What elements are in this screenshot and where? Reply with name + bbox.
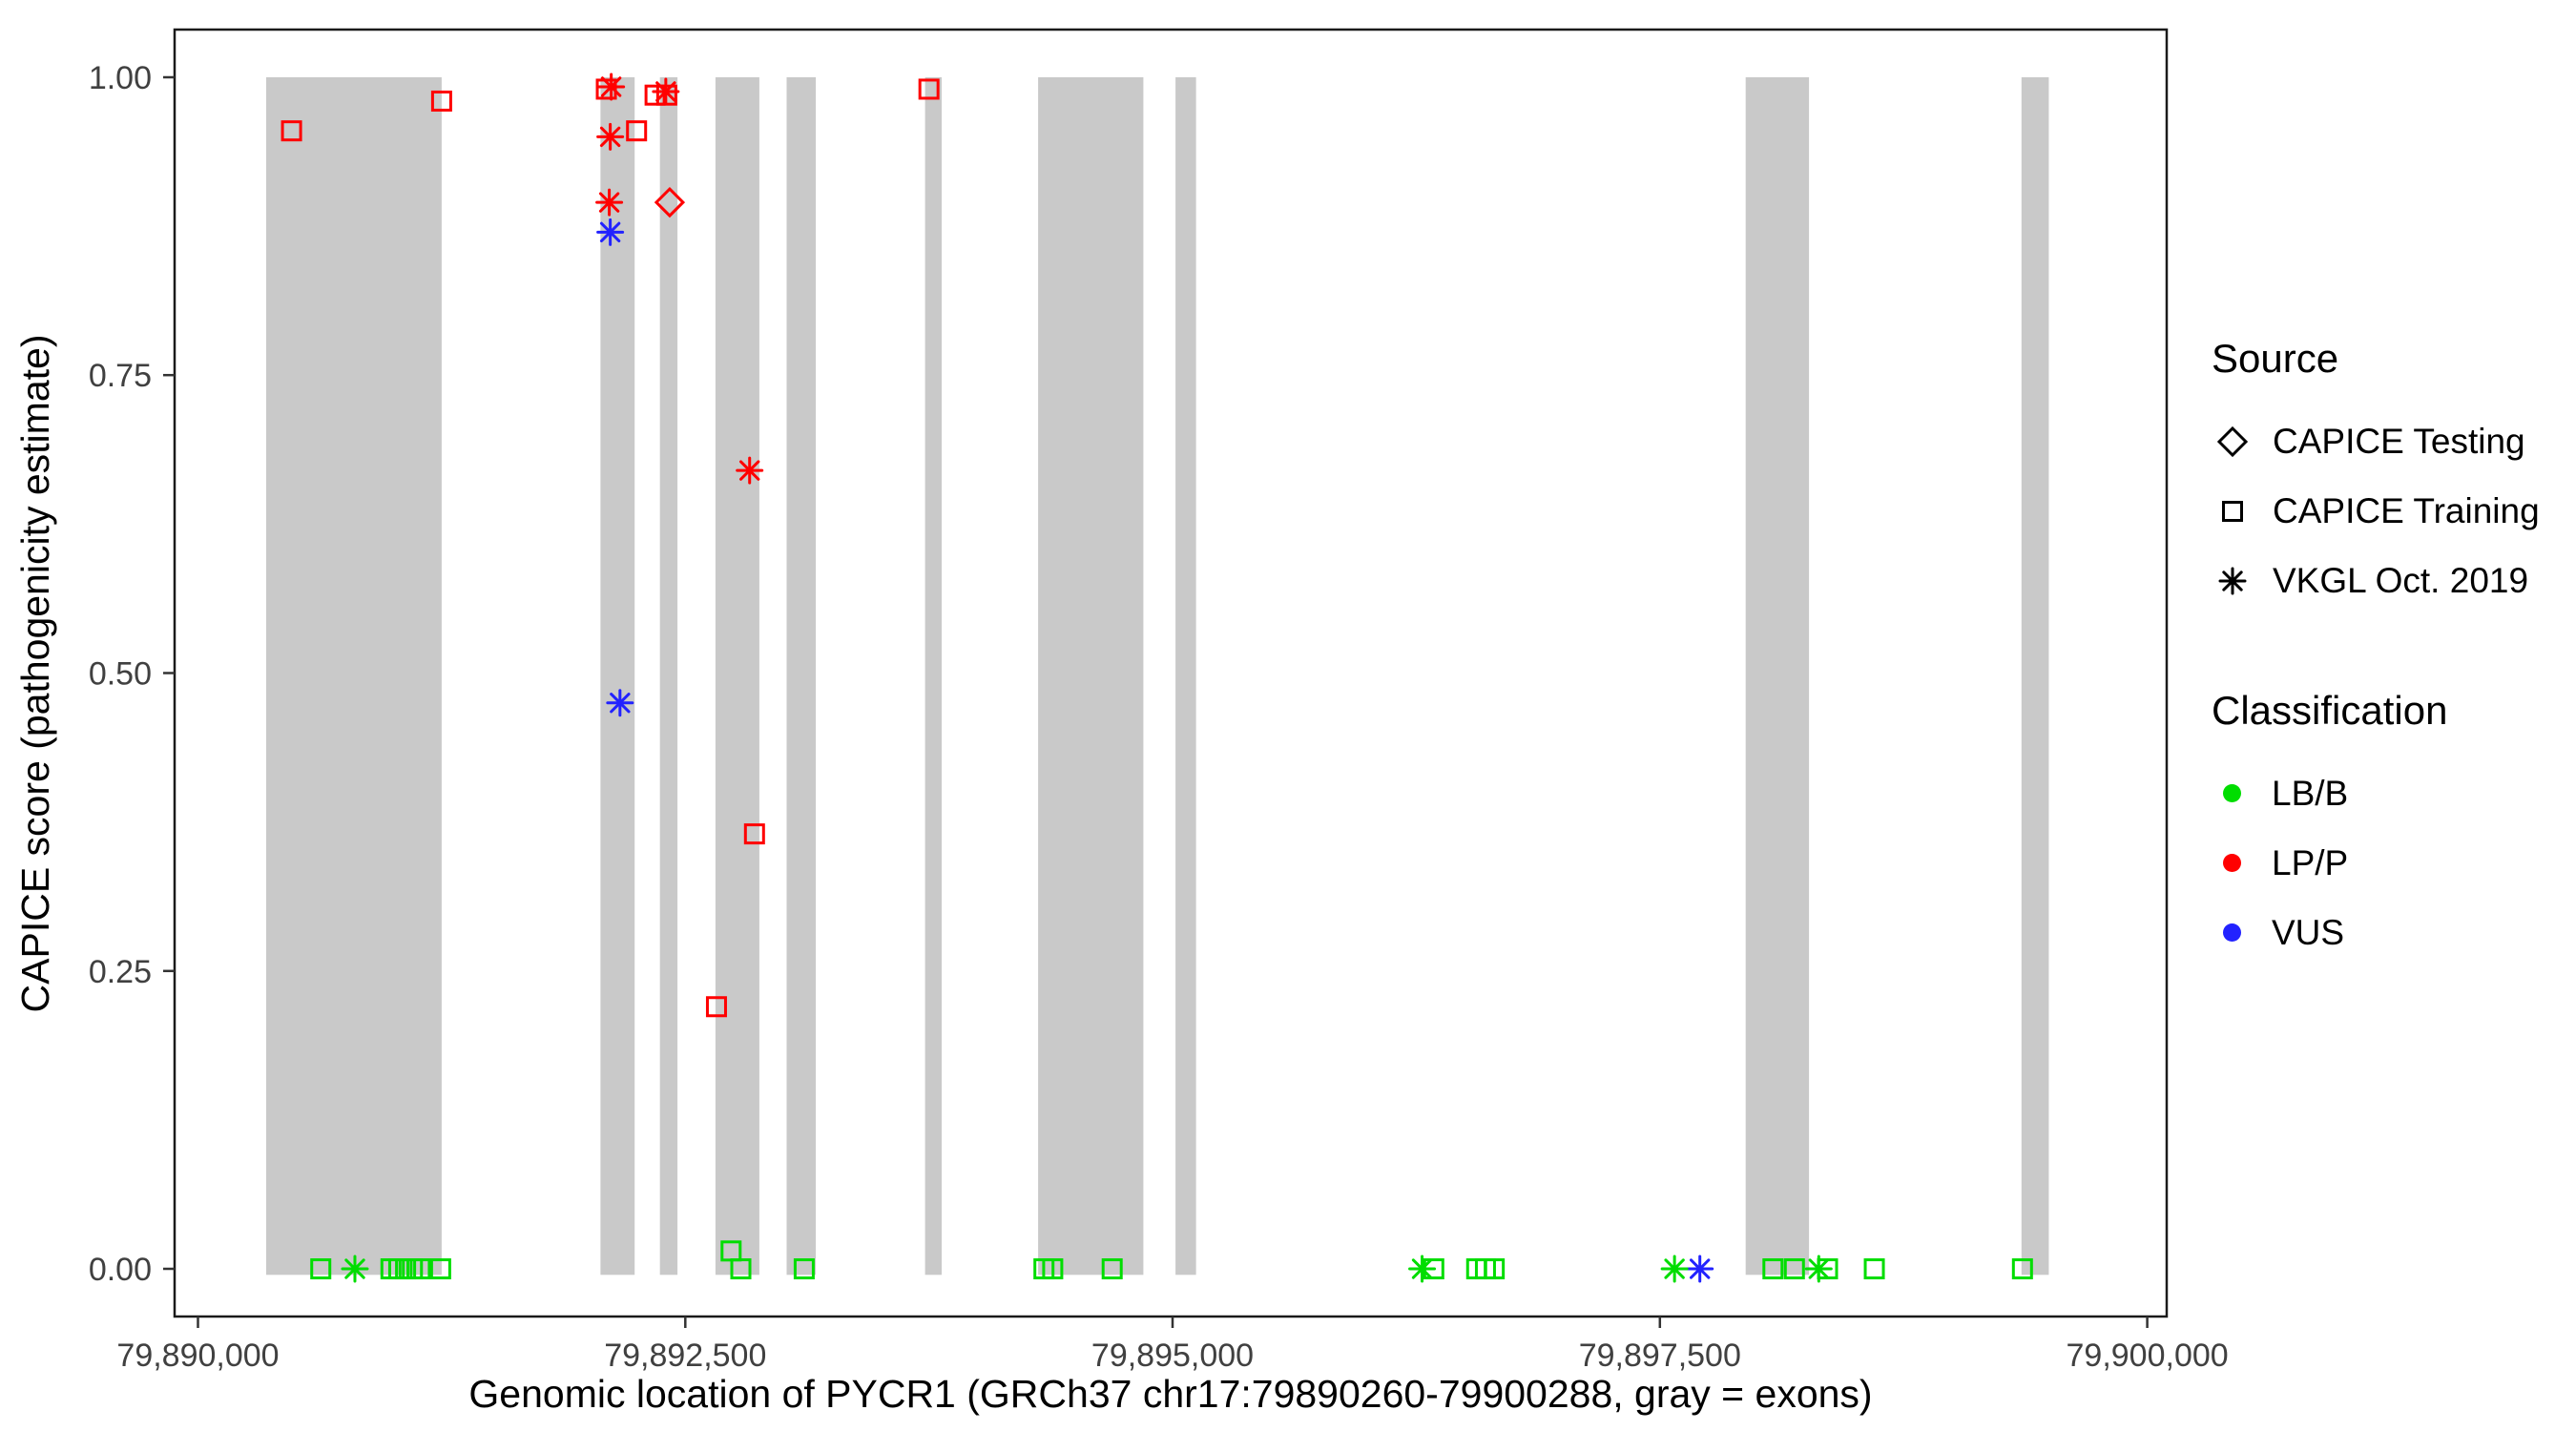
svg-text:1.00: 1.00 <box>89 60 152 96</box>
legend-item-capice-testing: CAPICE Testing <box>2212 406 2540 476</box>
svg-text:0.25: 0.25 <box>89 954 152 990</box>
legend-item-lbb: LB/B <box>2212 758 2540 828</box>
legend-item-label: VUS <box>2272 912 2345 952</box>
legend-item-label: LP/P <box>2272 842 2349 882</box>
lbb-color-dot <box>2223 784 2241 802</box>
y-axis-title: CAPICE score (pathogenicity estimate) <box>13 334 57 1013</box>
legend-item-vkgl: VKGL Oct. 2019 <box>2212 546 2540 615</box>
x-axis-title: Genomic location of PYCR1 (GRCh37 chr17:… <box>468 1372 1873 1416</box>
vus-color-dot <box>2223 923 2241 942</box>
svg-text:79,895,000: 79,895,000 <box>1091 1338 1254 1374</box>
svg-text:0.50: 0.50 <box>89 656 152 693</box>
lpp-color-dot <box>2223 854 2241 872</box>
svg-text:0.00: 0.00 <box>89 1252 152 1288</box>
svg-text:79,900,000: 79,900,000 <box>2067 1338 2229 1374</box>
legend-item-label: LB/B <box>2272 773 2349 813</box>
legend-item-vus: VUS <box>2212 898 2540 967</box>
diamond-icon <box>2212 421 2254 463</box>
svg-text:79,890,000: 79,890,000 <box>116 1338 279 1374</box>
legend-group-source: Source CAPICE Testing CAPICE Training VK… <box>2212 336 2540 615</box>
legend-item-label: VKGL Oct. 2019 <box>2273 560 2529 600</box>
legend-item-capice-training: CAPICE Training <box>2212 476 2540 546</box>
square-icon <box>2212 490 2254 532</box>
svg-text:0.75: 0.75 <box>89 358 152 394</box>
svg-text:79,897,500: 79,897,500 <box>1579 1338 1741 1374</box>
legend: Source CAPICE Testing CAPICE Training VK… <box>2212 336 2540 1040</box>
legend-title-classification: Classification <box>2212 688 2448 733</box>
legend-title-source: Source <box>2212 336 2339 381</box>
legend-group-classification: Classification LB/B LP/P VUS <box>2212 688 2540 967</box>
asterisk-icon <box>2212 560 2254 602</box>
legend-item-label: CAPICE Training <box>2273 490 2540 530</box>
legend-item-label: CAPICE Testing <box>2273 421 2525 461</box>
legend-item-lpp: LP/P <box>2212 828 2540 898</box>
svg-text:79,892,500: 79,892,500 <box>604 1338 766 1374</box>
